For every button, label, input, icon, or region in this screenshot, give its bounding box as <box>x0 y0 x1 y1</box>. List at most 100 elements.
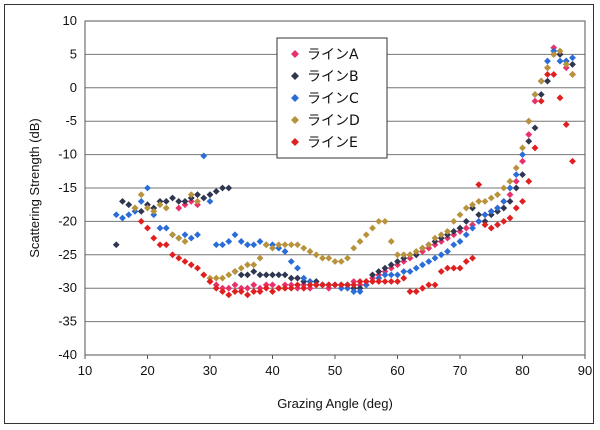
data-point <box>337 281 345 289</box>
data-point <box>456 224 464 232</box>
data-point <box>487 194 495 202</box>
data-point <box>562 121 570 128</box>
data-point <box>531 97 539 105</box>
data-point <box>519 151 526 158</box>
data-point <box>294 241 301 249</box>
data-point <box>519 197 526 205</box>
data-point <box>312 281 320 289</box>
data-point <box>150 234 158 242</box>
data-point <box>250 288 258 295</box>
data-point <box>144 204 151 212</box>
data-point <box>425 281 433 289</box>
x-axis-ticks: 10 20 30 40 50 60 70 80 90 <box>78 355 592 378</box>
data-point <box>244 241 251 249</box>
data-point <box>506 191 514 199</box>
data-point <box>281 284 289 292</box>
data-point <box>387 261 395 269</box>
data-point <box>475 181 483 189</box>
data-point <box>475 197 483 205</box>
data-point <box>412 288 420 295</box>
data-point <box>219 274 226 282</box>
data-point <box>437 268 445 275</box>
data-point <box>300 244 308 252</box>
data-point <box>425 241 433 249</box>
data-point <box>469 201 476 209</box>
data-point <box>175 254 183 262</box>
data-point <box>144 224 151 232</box>
data-point <box>300 284 308 292</box>
data-point <box>437 231 445 239</box>
data-point <box>531 124 539 132</box>
data-point <box>512 171 520 179</box>
data-point <box>462 218 470 225</box>
data-point <box>506 214 514 222</box>
data-point <box>469 254 476 262</box>
data-point <box>444 248 451 255</box>
data-point <box>156 241 164 249</box>
data-point <box>325 281 333 289</box>
data-point <box>462 224 470 232</box>
data-point <box>256 288 264 295</box>
data-point <box>544 57 551 65</box>
data-point <box>331 281 339 289</box>
data-point <box>262 271 270 279</box>
data-point <box>494 204 501 212</box>
data-point <box>219 241 226 249</box>
data-point <box>169 251 176 259</box>
data-point <box>306 281 314 289</box>
data-point <box>381 264 389 272</box>
data-point <box>550 51 558 58</box>
y-tick-label: -35 <box>58 314 77 329</box>
data-point <box>344 281 351 289</box>
data-point <box>481 211 489 219</box>
data-point <box>450 264 458 272</box>
data-point <box>162 204 170 212</box>
data-point <box>406 251 414 259</box>
data-point <box>194 231 201 239</box>
data-point <box>300 274 308 282</box>
data-point <box>194 264 201 272</box>
data-point <box>369 224 376 232</box>
data-point <box>206 197 214 205</box>
y-tick-label: -20 <box>58 213 77 228</box>
data-point <box>531 144 539 152</box>
data-point <box>356 238 364 245</box>
data-point <box>444 228 451 235</box>
chart-frame: 10 5 0 -5 -10 -15 -20 -25 -30 -35 -40 10 20 30 40 50 60… <box>4 4 594 424</box>
data-point <box>162 224 170 232</box>
data-point <box>556 47 564 55</box>
data-point <box>212 274 220 282</box>
data-point <box>375 268 383 275</box>
data-point <box>294 281 301 289</box>
data-point <box>206 278 214 285</box>
data-point <box>187 261 195 269</box>
data-point <box>512 164 520 172</box>
data-point <box>156 224 164 232</box>
data-point <box>556 57 564 65</box>
data-point <box>181 258 189 265</box>
data-point <box>344 254 351 262</box>
data-point <box>262 241 270 249</box>
data-point <box>112 211 120 219</box>
data-point <box>131 204 139 212</box>
y-tick-label: 5 <box>70 46 77 61</box>
data-point <box>281 248 289 255</box>
y-tick-label: -15 <box>58 180 77 195</box>
data-point <box>556 94 564 102</box>
data-point <box>175 197 183 205</box>
data-point <box>394 278 401 285</box>
data-point <box>181 238 189 245</box>
y-tick-label: 10 <box>63 13 77 28</box>
legend-marker <box>291 116 299 124</box>
data-point <box>275 241 283 249</box>
data-point <box>281 271 289 279</box>
data-point <box>381 278 389 285</box>
data-point <box>500 197 508 205</box>
data-point <box>319 254 326 262</box>
data-point <box>200 152 208 160</box>
data-point <box>287 258 295 265</box>
data-point <box>569 54 576 62</box>
data-point <box>137 207 145 215</box>
data-point <box>169 231 176 239</box>
data-point <box>537 91 545 98</box>
